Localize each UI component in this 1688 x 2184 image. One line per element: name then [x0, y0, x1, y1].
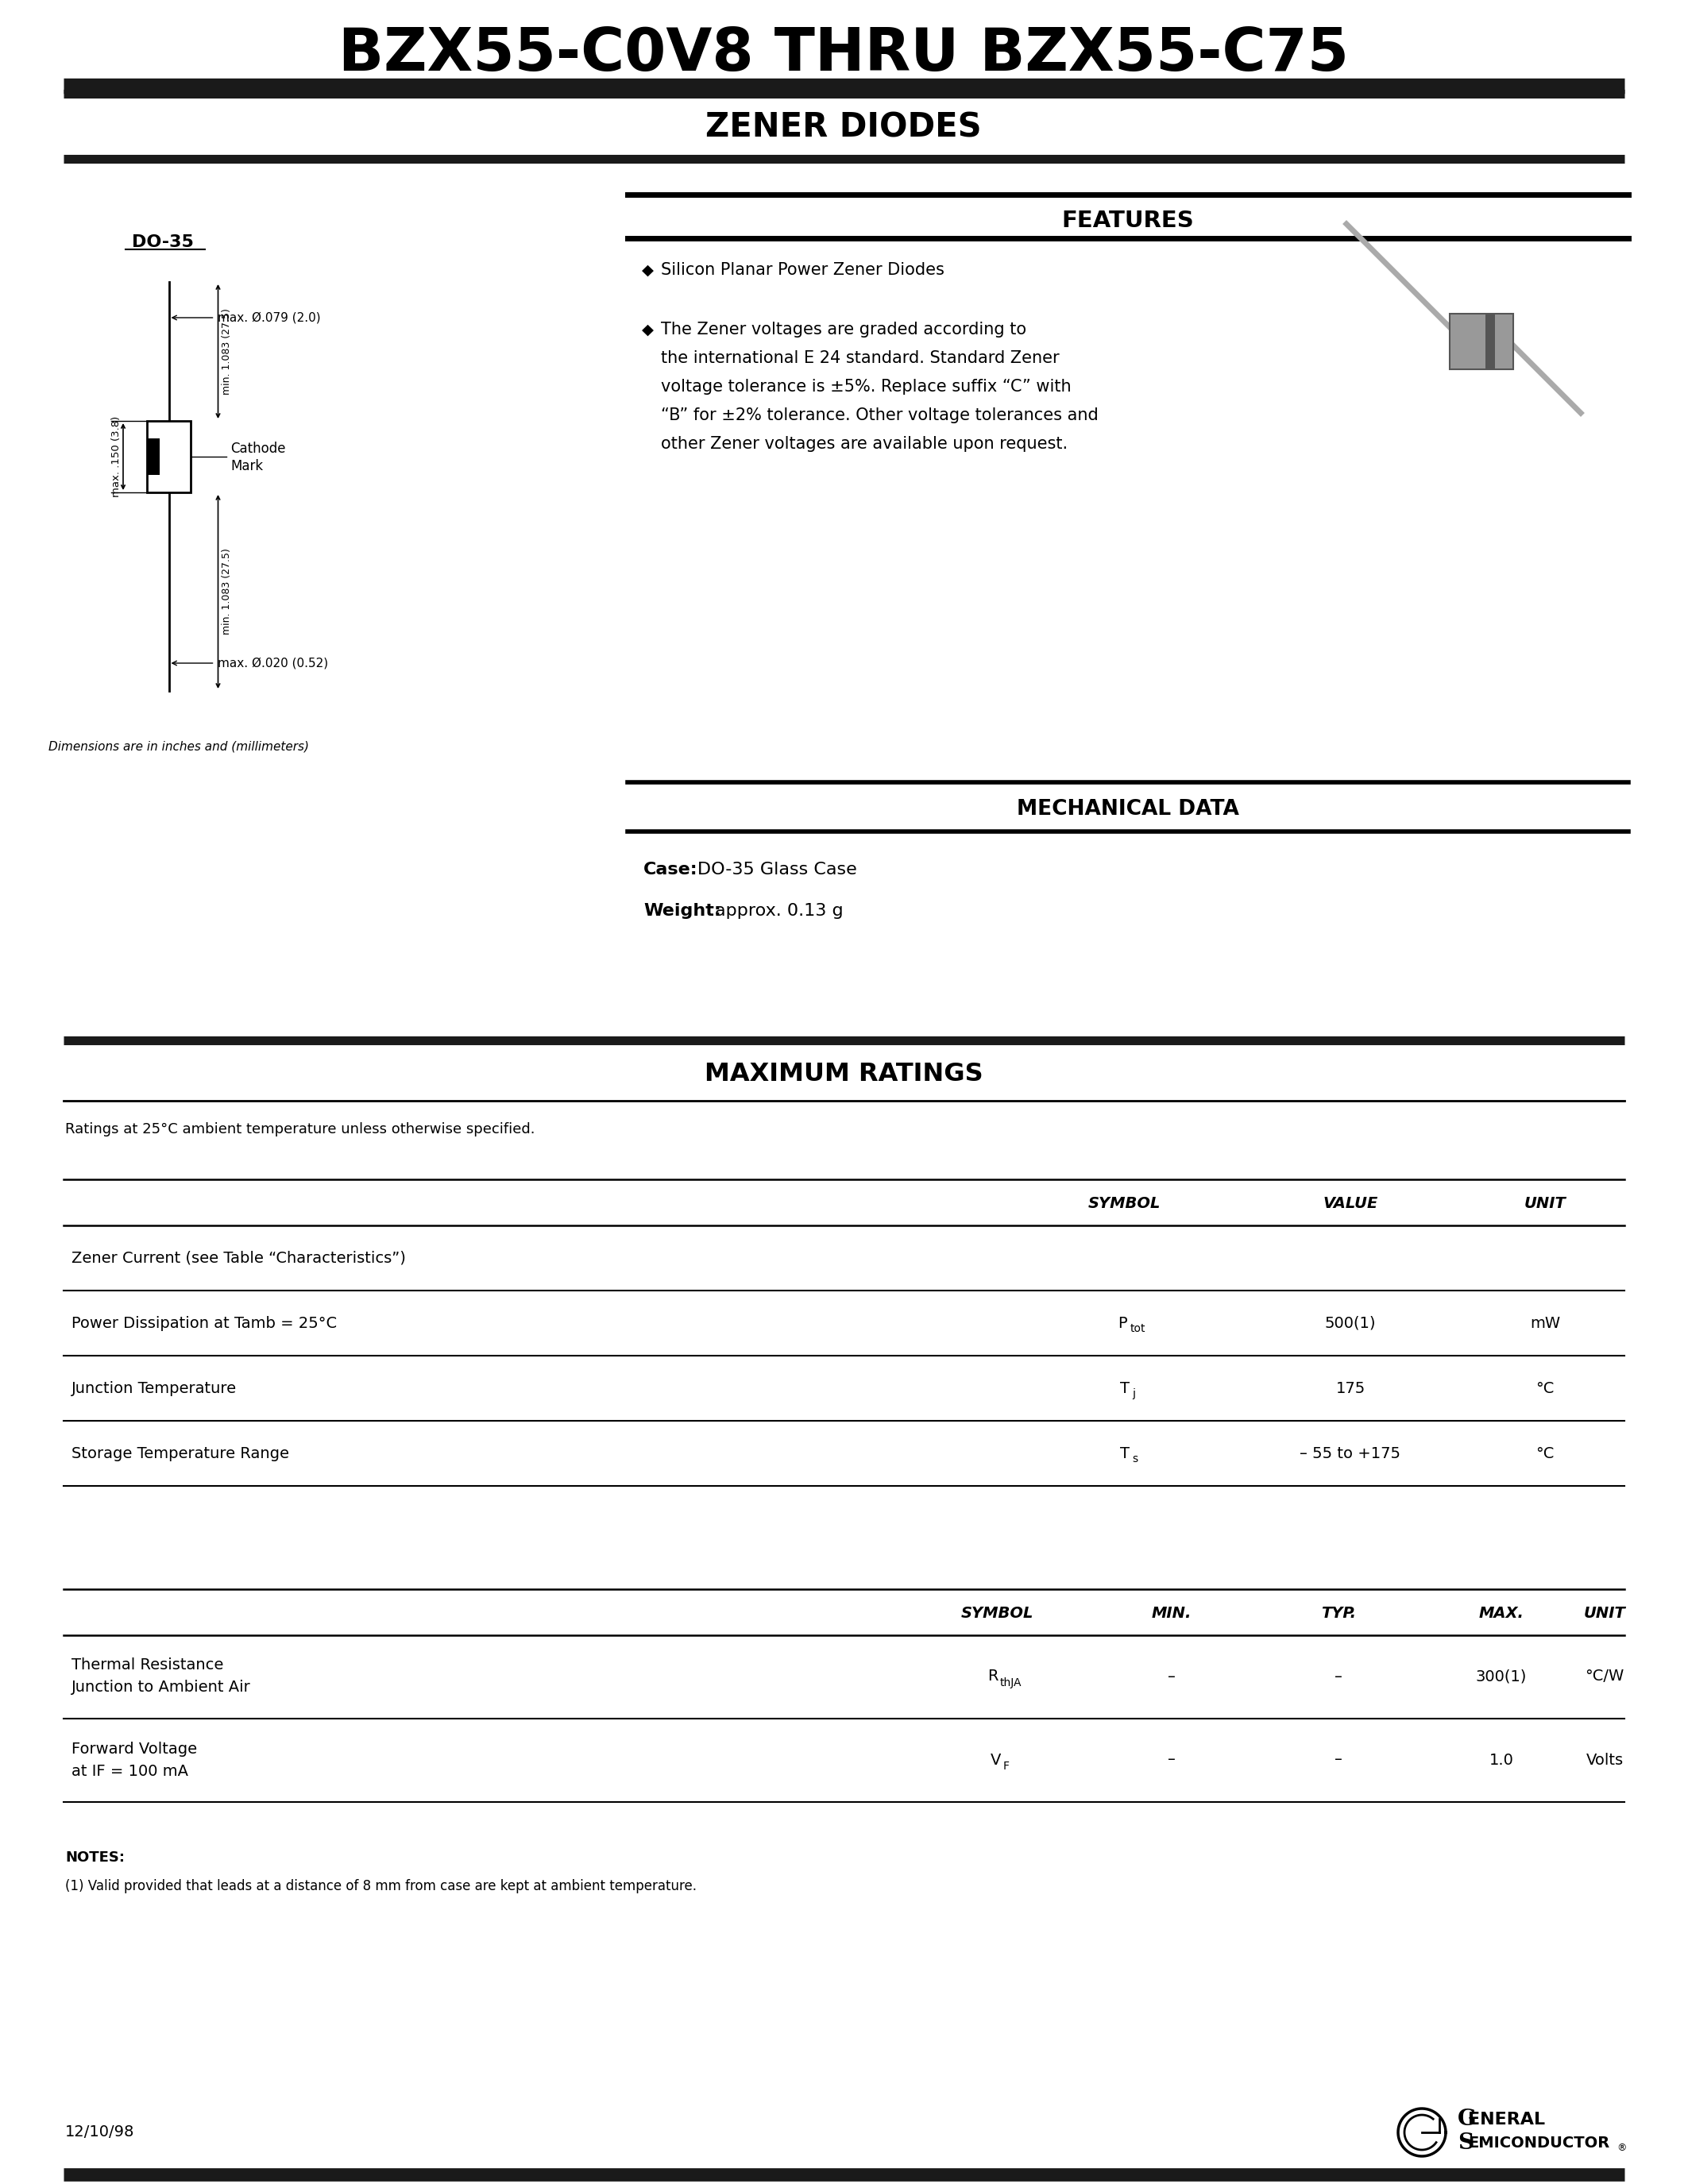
Text: Storage Temperature Range: Storage Temperature Range — [71, 1446, 289, 1461]
Text: The Zener voltages are graded according to: The Zener voltages are graded according … — [662, 321, 1026, 339]
Text: MECHANICAL DATA: MECHANICAL DATA — [1016, 799, 1239, 819]
Text: min. 1.083 (27.5): min. 1.083 (27.5) — [221, 548, 231, 636]
Text: max. Ø.020 (0.52): max. Ø.020 (0.52) — [218, 657, 329, 668]
Polygon shape — [1450, 314, 1512, 369]
Text: T: T — [1121, 1446, 1129, 1461]
Text: BZX55-C0V8 THRU BZX55-C75: BZX55-C0V8 THRU BZX55-C75 — [338, 24, 1349, 83]
Bar — [147, 439, 160, 474]
Text: 1.0: 1.0 — [1489, 1752, 1514, 1767]
Text: °C: °C — [1536, 1446, 1555, 1461]
Text: Case:: Case: — [643, 863, 697, 878]
Text: s: s — [1133, 1452, 1138, 1465]
Text: Mark: Mark — [230, 459, 263, 474]
Text: °C: °C — [1536, 1380, 1555, 1396]
Text: at IF = 100 mA: at IF = 100 mA — [71, 1762, 189, 1778]
Text: UNIT: UNIT — [1524, 1195, 1566, 1210]
Text: UNIT: UNIT — [1583, 1605, 1626, 1621]
Text: S: S — [1458, 2134, 1474, 2153]
Text: Junction to Ambient Air: Junction to Ambient Air — [71, 1679, 252, 1695]
Text: j: j — [1133, 1389, 1134, 1400]
Bar — [147, 422, 191, 491]
Text: MAX.: MAX. — [1479, 1605, 1524, 1621]
Text: FEATURES: FEATURES — [1062, 210, 1193, 232]
Text: Thermal Resistance: Thermal Resistance — [71, 1658, 223, 1673]
Text: other Zener voltages are available upon request.: other Zener voltages are available upon … — [662, 437, 1069, 452]
Text: ENERAL: ENERAL — [1469, 2112, 1545, 2127]
Text: Forward Voltage: Forward Voltage — [71, 1741, 197, 1756]
Text: Weight:: Weight: — [643, 902, 721, 919]
Text: Dimensions are in inches and (millimeters): Dimensions are in inches and (millimeter… — [49, 740, 309, 753]
Text: TYP.: TYP. — [1322, 1605, 1355, 1621]
Text: G: G — [1458, 2110, 1477, 2129]
Bar — [1485, 314, 1496, 369]
Text: Ratings at 25°C ambient temperature unless otherwise specified.: Ratings at 25°C ambient temperature unle… — [66, 1123, 535, 1136]
Text: V: V — [991, 1752, 1001, 1767]
Text: the international E 24 standard. Standard Zener: the international E 24 standard. Standar… — [662, 349, 1060, 367]
Text: SYMBOL: SYMBOL — [1087, 1195, 1160, 1210]
Text: max. .150 (3.8): max. .150 (3.8) — [111, 417, 122, 498]
Text: 175: 175 — [1335, 1380, 1366, 1396]
Text: P: P — [1117, 1315, 1128, 1330]
Text: Cathode: Cathode — [230, 441, 285, 456]
Text: ◆: ◆ — [641, 262, 653, 277]
Text: tot: tot — [1131, 1324, 1146, 1334]
Text: min. 1.083 (27.5): min. 1.083 (27.5) — [221, 308, 231, 395]
Text: Power Dissipation at Tamb = 25°C: Power Dissipation at Tamb = 25°C — [71, 1315, 338, 1330]
Text: DO-35: DO-35 — [132, 234, 194, 251]
Text: R: R — [987, 1669, 998, 1684]
Text: 300(1): 300(1) — [1475, 1669, 1528, 1684]
Text: ◆: ◆ — [641, 321, 653, 336]
Text: approx. 0.13 g: approx. 0.13 g — [716, 902, 844, 919]
Text: max. Ø.079 (2.0): max. Ø.079 (2.0) — [218, 312, 321, 323]
Text: –: – — [1168, 1752, 1175, 1767]
Text: DO-35 Glass Case: DO-35 Glass Case — [697, 863, 858, 878]
Text: Zener Current (see Table “Characteristics”): Zener Current (see Table “Characteristic… — [71, 1251, 405, 1265]
Text: Silicon Planar Power Zener Diodes: Silicon Planar Power Zener Diodes — [662, 262, 944, 277]
Text: SYMBOL: SYMBOL — [960, 1605, 1033, 1621]
Text: thJA: thJA — [999, 1677, 1021, 1688]
Text: MAXIMUM RATINGS: MAXIMUM RATINGS — [704, 1061, 982, 1085]
Text: °C/W: °C/W — [1585, 1669, 1624, 1684]
Text: “B” for ±2% tolerance. Other voltage tolerances and: “B” for ±2% tolerance. Other voltage tol… — [662, 408, 1099, 424]
Text: VALUE: VALUE — [1323, 1195, 1377, 1210]
Text: F: F — [1003, 1760, 1009, 1771]
Text: T: T — [1121, 1380, 1129, 1396]
Text: voltage tolerance is ±5%. Replace suffix “C” with: voltage tolerance is ±5%. Replace suffix… — [662, 378, 1072, 395]
Text: ®: ® — [1617, 2143, 1627, 2153]
Text: mW: mW — [1529, 1315, 1560, 1330]
Text: –: – — [1335, 1669, 1342, 1684]
Text: NOTES:: NOTES: — [66, 1850, 125, 1865]
Text: 12/10/98: 12/10/98 — [66, 2125, 135, 2140]
Text: EMICONDUCTOR: EMICONDUCTOR — [1469, 2136, 1610, 2151]
Text: –: – — [1168, 1669, 1175, 1684]
Text: –: – — [1335, 1752, 1342, 1767]
Text: Junction Temperature: Junction Temperature — [71, 1380, 236, 1396]
Text: (1) Valid provided that leads at a distance of 8 mm from case are kept at ambien: (1) Valid provided that leads at a dista… — [66, 1878, 697, 1894]
Text: 500(1): 500(1) — [1325, 1315, 1376, 1330]
Text: Volts: Volts — [1587, 1752, 1624, 1767]
Text: – 55 to +175: – 55 to +175 — [1300, 1446, 1401, 1461]
Text: MIN.: MIN. — [1151, 1605, 1192, 1621]
Text: ZENER DIODES: ZENER DIODES — [706, 111, 982, 144]
